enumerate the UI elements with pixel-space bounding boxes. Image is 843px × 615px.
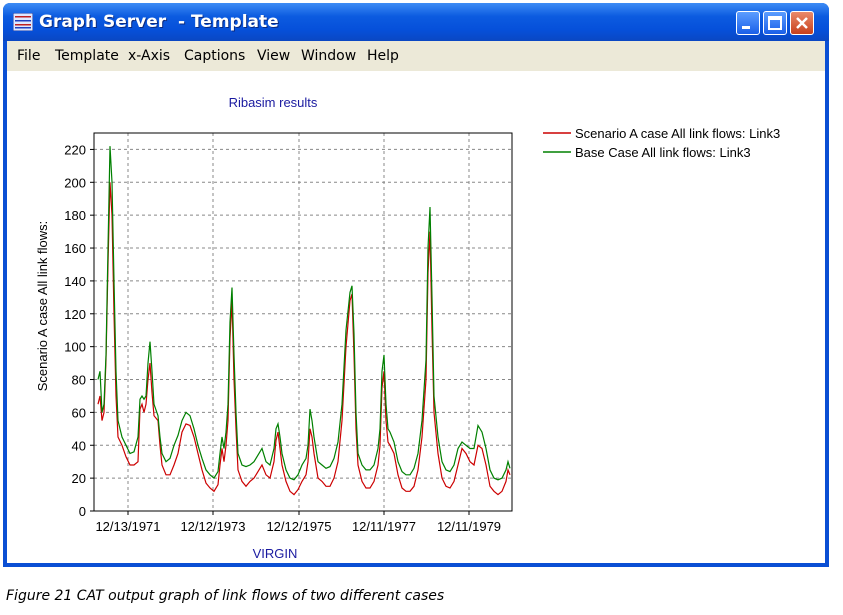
x-ticks: 12/13/1971 12/12/1973 12/12/1975 12/11/1977… [95, 511, 501, 534]
legend-label: Scenario A case All link flows: Link3 [575, 126, 780, 141]
chart-title: Ribasim results [229, 95, 318, 110]
menu-help[interactable]: Help [367, 48, 399, 64]
y-tick-label: 120 [64, 307, 86, 322]
title-bar[interactable]: Graph Server - Template [3, 3, 829, 41]
y-tick-label: 60 [72, 405, 86, 420]
chart-area: Ribasim results Scenario A case All link… [7, 71, 825, 563]
menu-bar: File Template x-Axis Captions View Windo… [7, 41, 825, 71]
graph-icon[interactable] [13, 13, 33, 31]
graph-server-window: Graph Server - Template File Template x-… [3, 3, 829, 567]
maximize-button[interactable] [763, 11, 787, 35]
y-tick-label: 100 [64, 340, 86, 355]
x-tick-label: 12/12/1973 [180, 519, 245, 534]
figure-caption: Figure 21 CAT output graph of link flows… [6, 588, 445, 604]
menu-file[interactable]: File [17, 48, 41, 64]
maximize-icon [768, 16, 782, 30]
data-series [97, 146, 511, 496]
close-icon [796, 17, 808, 29]
y-tick-label: 180 [64, 208, 86, 223]
y-tick-label: 200 [64, 175, 86, 190]
close-button[interactable] [790, 11, 814, 35]
plot-frame [93, 132, 513, 512]
x-tick-label: 12/12/1975 [266, 519, 331, 534]
minimize-icon [742, 26, 750, 29]
y-tick-label: 140 [64, 274, 86, 289]
y-tick-label: 80 [72, 373, 86, 388]
menu-x-axis[interactable]: x-Axis [128, 48, 171, 64]
y-tick-label: 20 [72, 471, 86, 486]
x-tick-label: 12/13/1971 [95, 519, 160, 534]
y-tick-label: 160 [64, 241, 86, 256]
window-title: Graph Server - Template [39, 12, 279, 32]
menu-template[interactable]: Template [55, 48, 119, 64]
y-tick-label: 40 [72, 438, 86, 453]
minimize-button[interactable] [736, 11, 760, 35]
line-chart: Ribasim results Scenario A case All link… [35, 95, 780, 561]
y-tick-label: 220 [64, 142, 86, 157]
series-line-1 [97, 182, 511, 496]
legend: Scenario A case All link flows: Link3 Bas… [543, 126, 780, 160]
y-ticks: 0 20 40 60 80 100 120 140 160 180 200 220 [64, 142, 94, 519]
y-tick-label: 0 [79, 504, 86, 519]
x-tick-label: 12/11/1979 [437, 519, 501, 534]
y-axis-label: Scenario A case All link flows: [35, 221, 50, 392]
menu-window[interactable]: Window [301, 48, 357, 64]
grid-lines [94, 133, 512, 511]
menu-captions[interactable]: Captions [184, 48, 246, 64]
x-tick-label: 12/11/1977 [352, 519, 416, 534]
menu-view[interactable]: View [257, 48, 291, 64]
x-axis-label: VIRGIN [253, 546, 298, 561]
series-line-2 [97, 146, 511, 481]
legend-label: Base Case All link flows: Link3 [575, 145, 751, 160]
